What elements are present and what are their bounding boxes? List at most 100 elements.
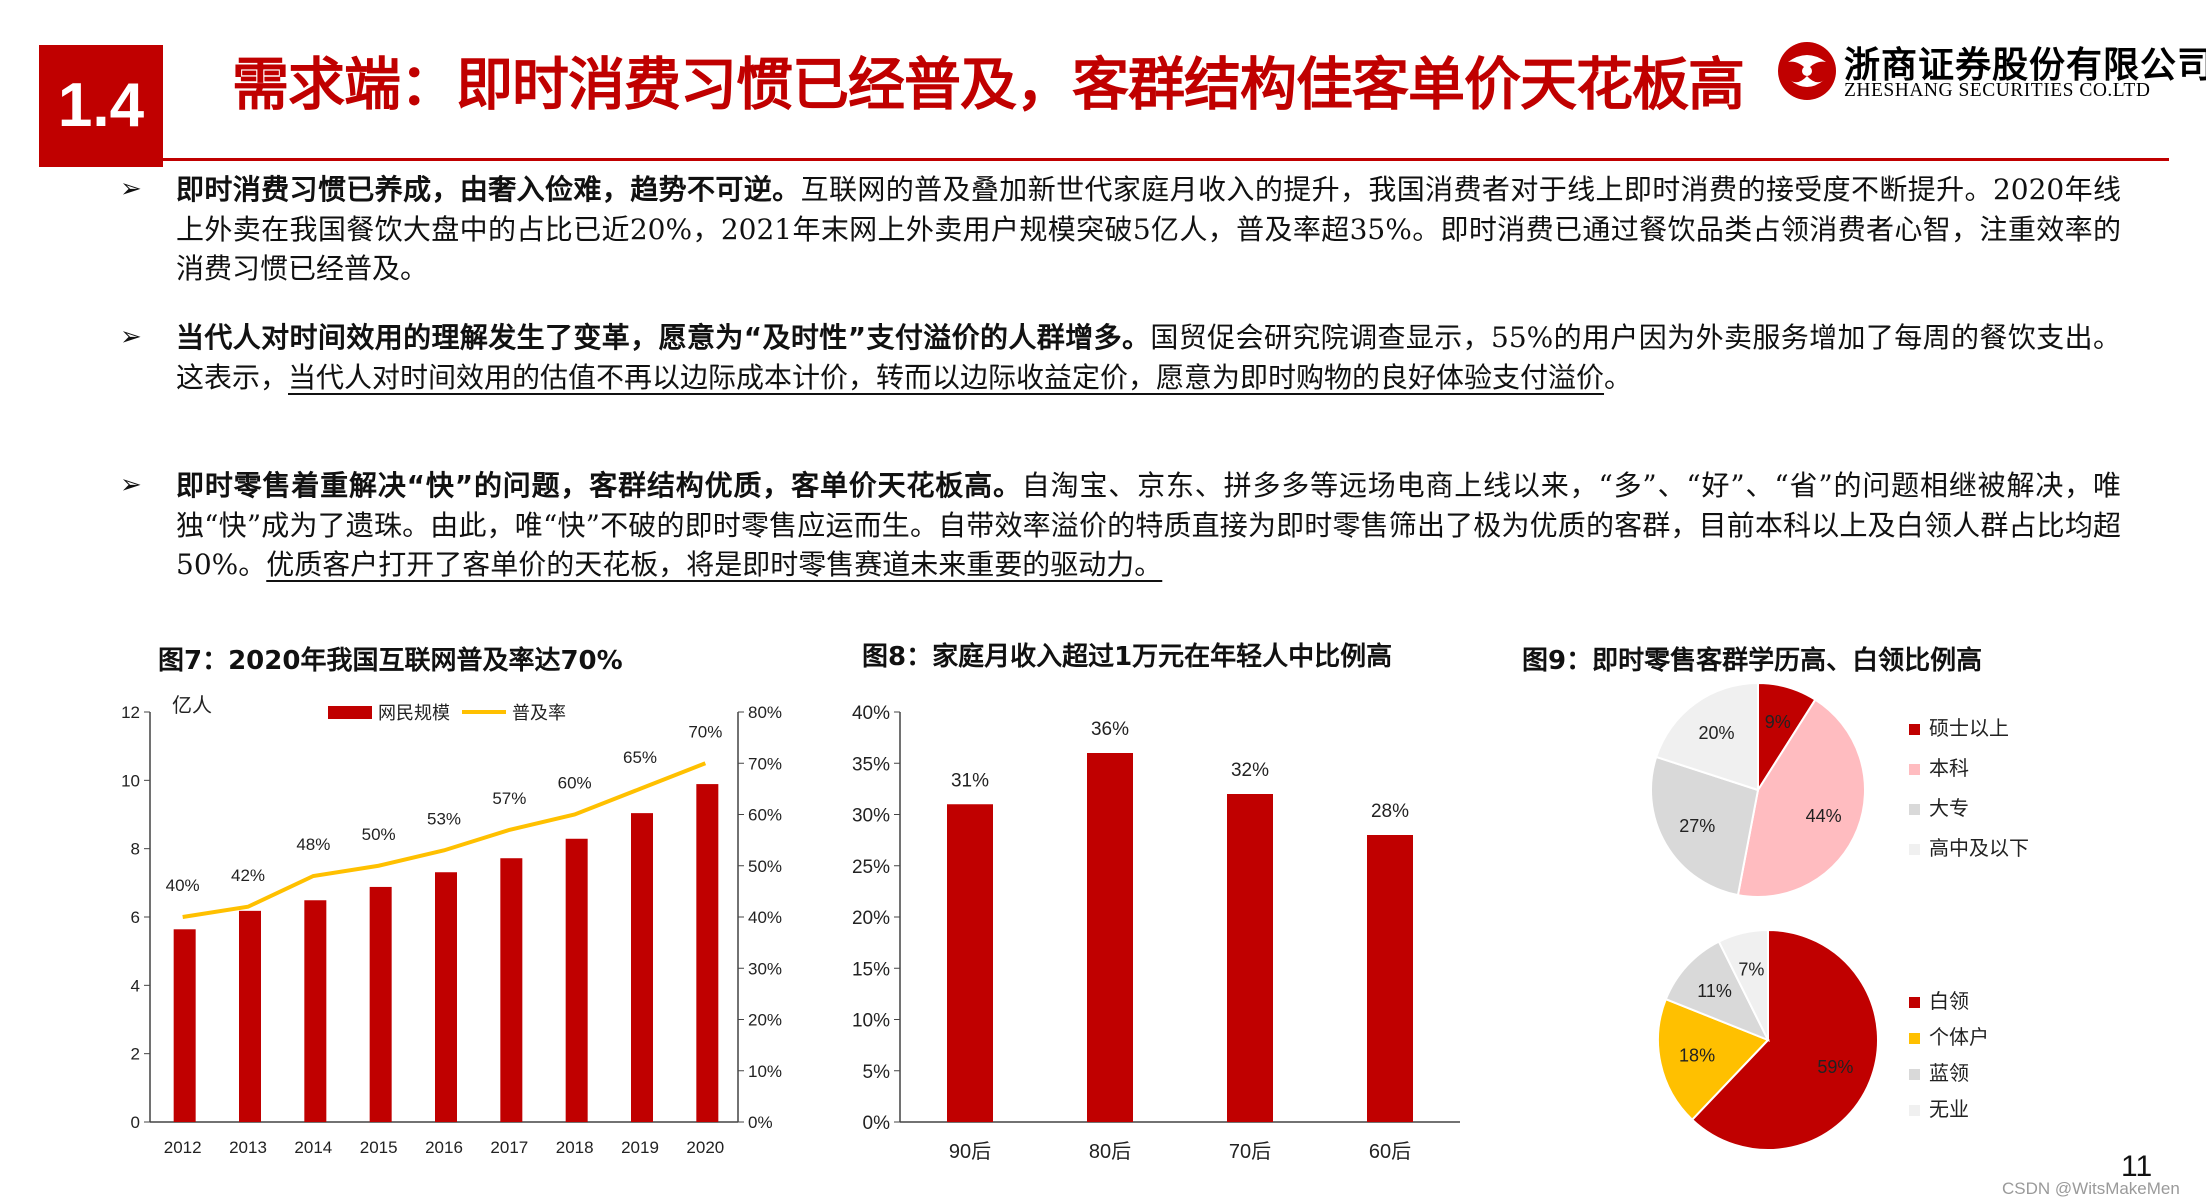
- page-title: 需求端：即时消费习惯已经普及，客群结构佳客单价天花板高: [232, 52, 1745, 118]
- y-tick-label: 30%: [852, 806, 890, 827]
- y2-tick-label: 0%: [748, 1113, 773, 1132]
- y-tick-label: 10%: [852, 1011, 890, 1032]
- bar-net-users: [500, 858, 523, 1122]
- x-tick-label: 2014: [294, 1138, 332, 1157]
- x-tick-label: 90后: [949, 1140, 991, 1163]
- legend-label-bar: 网民规模: [378, 703, 450, 723]
- figure-7-title: 图7：2020年我国互联网普及率达70%: [158, 646, 623, 676]
- y-tick-label: 2: [131, 1045, 140, 1064]
- watermark: CSDN @WitsMakeMen: [2002, 1179, 2180, 1198]
- bullet-text: 即时消费习惯已养成，由奢入俭难，趋势不可逆。互联网的普及叠加新世代家庭月收入的提…: [176, 170, 2121, 289]
- x-tick-label: 2012: [164, 1138, 202, 1157]
- x-tick-label: 2015: [360, 1138, 398, 1157]
- penetration-data-label: 42%: [231, 866, 265, 885]
- bar-net-users: [631, 813, 653, 1122]
- occupation-pie-slice: [1717, 928, 1769, 1041]
- internet-users-chart: 0 2 4 6 8 10 12 0% 10% 20% 30% 40% 50% 60% 70% 80% 亿人 201…: [121, 694, 782, 1157]
- y2-tick-label: 20%: [748, 1011, 782, 1030]
- y-tick-label: 10: [121, 771, 140, 790]
- x-tick-label: 80后: [1089, 1140, 1131, 1163]
- y-axis-unit-label: 亿人: [172, 694, 212, 717]
- occupation-pie-legend-swatch: [1909, 997, 1920, 1008]
- bullet-text: 即时零售着重解决“快”的问题，客群结构优质，客单价天花板高。自淘宝、京东、拼多多…: [176, 466, 2121, 585]
- occupation-pie-slice-label: 18%: [1679, 1045, 1715, 1065]
- x-tick-label: 2017: [490, 1138, 528, 1157]
- x-tick-label: 2018: [556, 1138, 594, 1157]
- occupation-pie-slice: [1664, 940, 1771, 1042]
- y-tick-label: 15%: [852, 959, 890, 980]
- bar-data-label: 31%: [951, 770, 989, 791]
- y-tick-label: 0: [131, 1113, 140, 1132]
- bullet-lead: 当代人对时间效用的理解发生了变革，愿意为“及时性”支付溢价的人群增多。: [176, 321, 1151, 354]
- penetration-data-label: 60%: [558, 774, 592, 793]
- y2-tick-label: 70%: [748, 754, 782, 773]
- education-pie-legend-label: 高中及以下: [1929, 837, 2029, 860]
- legend-swatch-bar: [328, 706, 372, 719]
- bar-income-share: [1227, 794, 1273, 1122]
- y2-tick-label: 30%: [748, 959, 782, 978]
- education-pie-slice: [1736, 698, 1866, 898]
- occupation-pie-slice-label: 59%: [1817, 1057, 1853, 1077]
- education-pie-slice-label: 9%: [1765, 712, 1791, 732]
- education-pie-legend-swatch: [1909, 804, 1920, 815]
- education-pie-legend-swatch: [1909, 724, 1920, 735]
- occupation-pie-slice-label: 7%: [1738, 959, 1764, 979]
- x-tick-label: 2016: [425, 1138, 463, 1157]
- bullet-text: 当代人对时间效用的理解发生了变革，愿意为“及时性”支付溢价的人群增多。国贸促会研…: [176, 318, 2121, 397]
- penetration-data-label: 70%: [688, 722, 722, 741]
- y-tick-label: 35%: [852, 754, 890, 775]
- x-tick-label: 2019: [621, 1138, 659, 1157]
- bullet-body: 国贸促会研究院调查显示，55%的用户因为外卖服务增加了每周的餐饮支出。这表示，: [176, 321, 2121, 394]
- bar-net-users: [239, 910, 261, 1122]
- arrow-bullet-icon: ➢: [120, 322, 142, 352]
- title-divider: [39, 158, 2169, 161]
- arrow-bullet-icon: ➢: [120, 470, 142, 500]
- bar-net-users: [565, 838, 588, 1122]
- occupation-pie-legend-swatch: [1909, 1105, 1920, 1116]
- bar-income-share: [947, 804, 993, 1122]
- y-tick-label: 6: [131, 908, 140, 927]
- logo-company-name-en: ZHESHANG SECURITIES CO.LTD: [1844, 80, 2151, 101]
- occupation-pie-legend-swatch: [1909, 1069, 1920, 1080]
- page-number: 11: [2121, 1150, 2153, 1183]
- section-number: 1.4: [39, 45, 163, 167]
- occupation-pie-legend-swatch: [1909, 1033, 1920, 1044]
- figure-9-title: 图9：即时零售客群学历高、白领比例高: [1522, 646, 1983, 676]
- penetration-data-label: 50%: [362, 825, 396, 844]
- bar-income-share: [1087, 753, 1133, 1122]
- education-pie-legend-swatch: [1909, 764, 1920, 775]
- penetration-data-label: 53%: [427, 809, 461, 828]
- occupation-pie-slice: [1690, 928, 1879, 1151]
- education-pie-slice-label: 20%: [1698, 723, 1734, 743]
- income-share-chart: 0% 5% 10% 15% 20% 25% 30% 35% 40% 31% 90后 36% 80后 32%…: [852, 703, 1460, 1163]
- education-pie-legend-label: 本科: [1929, 757, 1969, 780]
- bar-net-users: [435, 872, 457, 1122]
- occupation-pie-legend-label: 个体户: [1929, 1026, 1989, 1049]
- x-tick-label: 70后: [1229, 1140, 1271, 1163]
- education-pie-slice: [1654, 681, 1759, 792]
- bullet-body: 互联网的普及叠加新世代家庭月收入的提升，我国消费者对于线上即时消费的接受度不断提…: [176, 173, 2121, 285]
- bar-data-label: 36%: [1091, 719, 1129, 740]
- bullet-lead: 即时零售着重解决“快”的问题，客群结构优质，客单价天花板高。: [176, 469, 1022, 502]
- y-tick-label: 4: [131, 976, 140, 995]
- education-pie-legend-label: 硕士以上: [1929, 717, 2009, 740]
- bullet-underlined: 当代人对时间效用的估值不再以边际成本计价，转而以边际收益定价，愿意为即时购物的良…: [288, 360, 1605, 394]
- education-pie-slice: [1650, 755, 1760, 897]
- bar-net-users: [304, 900, 327, 1122]
- bar-net-users: [369, 886, 392, 1122]
- company-logo: 浙商证券股份有限公司 ZHESHANG SECURITIES CO.LTD: [1776, 40, 2206, 110]
- penetration-data-label: 65%: [623, 748, 657, 767]
- y-tick-label: 40%: [852, 703, 890, 724]
- penetration-data-label: 57%: [492, 789, 526, 808]
- bar-income-share: [1367, 835, 1413, 1122]
- y2-tick-label: 50%: [748, 857, 782, 876]
- figure-8-title: 图8：家庭月收入超过1万元在年轻人中比例高: [862, 642, 1393, 672]
- legend-label-line: 普及率: [512, 703, 566, 723]
- occupation-pie-slice-label: 11%: [1697, 981, 1732, 1001]
- y-tick-label: 8: [131, 840, 140, 859]
- education-pie-slice-label: 27%: [1679, 816, 1715, 836]
- penetration-data-label: 48%: [296, 835, 330, 854]
- y2-tick-label: 10%: [748, 1062, 782, 1081]
- arrow-bullet-icon: ➢: [120, 174, 142, 204]
